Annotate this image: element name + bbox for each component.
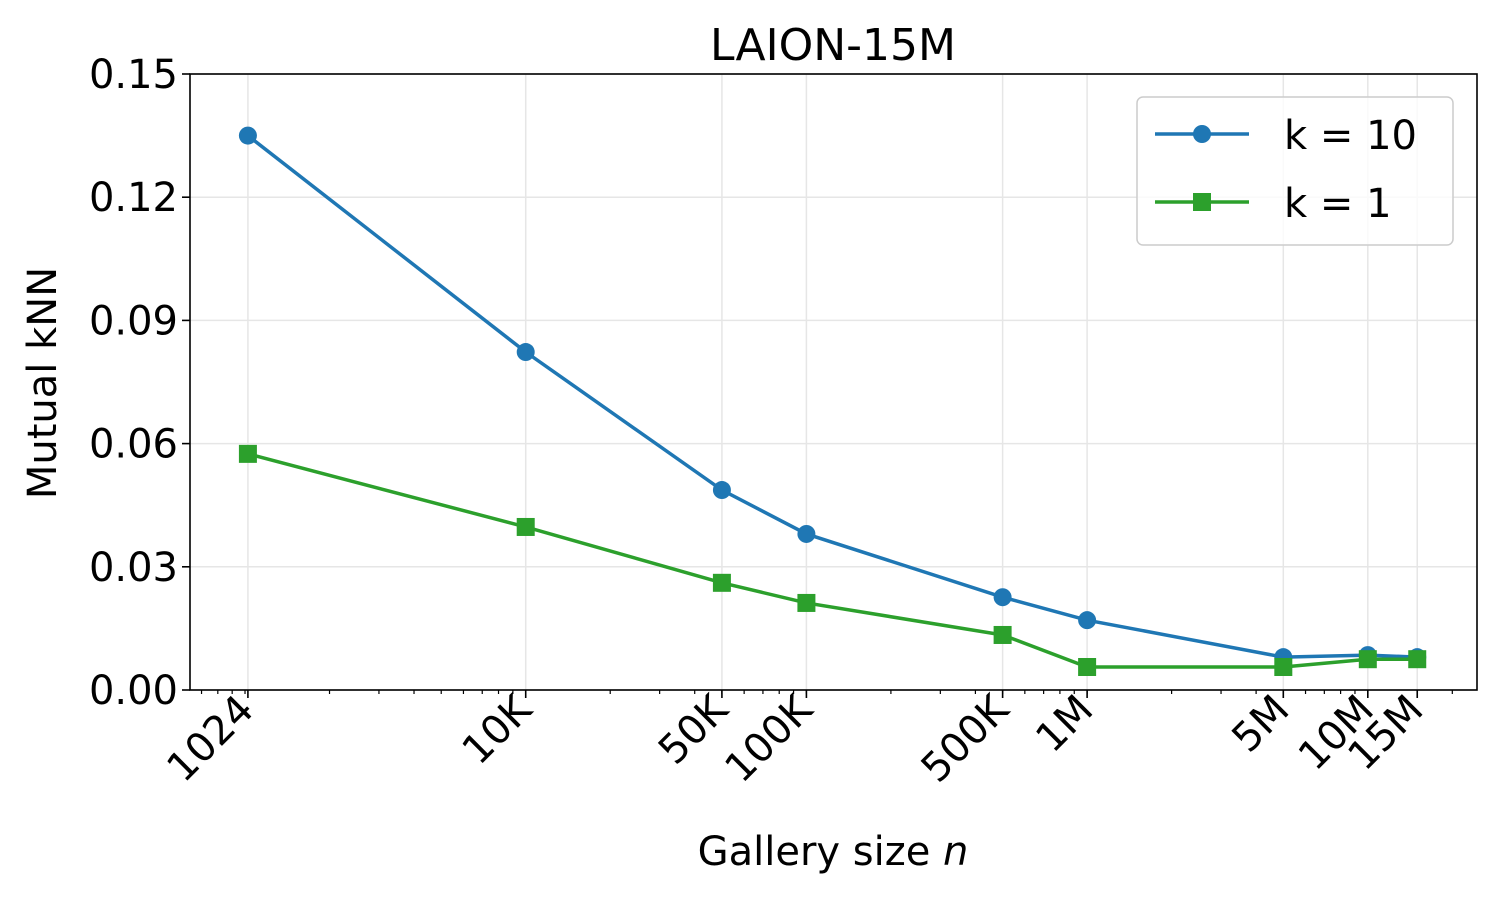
y-tick-label: 0.15 — [89, 52, 178, 98]
square-marker-icon — [1274, 658, 1293, 677]
square-marker-icon — [1358, 650, 1377, 669]
y-tick-label: 0.06 — [89, 422, 178, 468]
circle-marker-icon — [1078, 611, 1097, 630]
square-marker-icon — [516, 517, 535, 536]
legend-label-k1: k = 1 — [1284, 181, 1392, 227]
x-tick-label: 100K — [716, 685, 822, 791]
x-tick-label: 5M — [1223, 687, 1298, 762]
legend-circle-marker-icon — [1193, 125, 1211, 143]
plot-frame — [189, 73, 1478, 691]
x-tick-label: 500K — [913, 685, 1019, 791]
circle-marker-icon — [238, 126, 257, 145]
square-marker-icon — [797, 593, 816, 612]
circle-marker-icon — [516, 343, 535, 362]
y-tick-label: 0.03 — [89, 545, 178, 591]
legend-square-marker-icon — [1193, 193, 1211, 211]
y-axis-label: Mutual kNN — [20, 267, 66, 499]
square-marker-icon — [238, 444, 257, 463]
legend-label-k10: k = 10 — [1284, 113, 1417, 159]
legend: k = 10 k = 1 — [1136, 96, 1454, 246]
y-axis-ticks: 0.00 0.03 0.06 0.09 0.12 0.15 — [89, 52, 190, 714]
x-tick-label: 1M — [1027, 687, 1102, 762]
chart-title: LAION-15M — [710, 20, 956, 71]
y-tick-label: 0.12 — [89, 175, 178, 221]
data-series — [238, 126, 1427, 677]
y-tick-label: 0.00 — [89, 668, 178, 714]
square-marker-icon — [1078, 658, 1097, 677]
y-tick-label: 0.09 — [89, 298, 178, 344]
circle-marker-icon — [712, 481, 731, 500]
circle-marker-icon — [993, 588, 1012, 607]
x-tick-label: 10K — [454, 685, 542, 773]
x-axis-label: Gallery size n — [698, 829, 969, 875]
square-marker-icon — [712, 573, 731, 592]
square-marker-icon — [993, 625, 1012, 644]
circle-marker-icon — [797, 524, 816, 543]
square-marker-icon — [1408, 650, 1427, 669]
